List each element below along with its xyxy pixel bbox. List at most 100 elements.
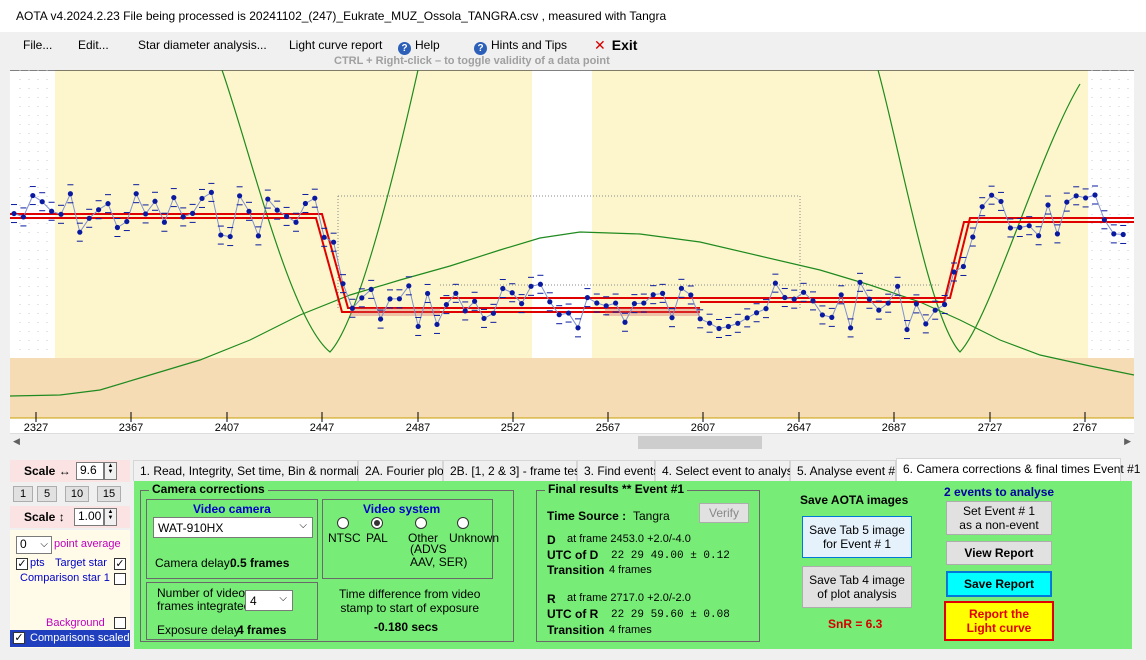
d-frame: at frame 2453.0 +2.0/-4.0 xyxy=(567,533,691,545)
data-point xyxy=(725,323,732,330)
data-points xyxy=(11,182,1127,340)
scale-h-stepper[interactable]: ▲ ▼ xyxy=(104,462,117,480)
scroll-thumb[interactable] xyxy=(638,436,762,449)
unknown-radio[interactable] xyxy=(457,517,469,529)
background-checkbox[interactable] xyxy=(114,617,126,629)
data-point xyxy=(631,301,638,307)
camera-model-select[interactable]: WAT-910HX ⌵ xyxy=(153,517,313,538)
data-point xyxy=(1036,233,1042,239)
camera-delay-value: 0.5 frames xyxy=(230,556,290,570)
scale-v-stepper[interactable]: ▲ ▼ xyxy=(104,508,117,526)
other-radio[interactable] xyxy=(415,517,427,529)
video-camera-title: Video camera xyxy=(193,502,271,516)
data-point xyxy=(396,296,402,302)
menu-exit-label: Exit xyxy=(611,37,638,53)
menu-file[interactable]: File... xyxy=(23,38,53,52)
tab-frame-test[interactable]: 2B. [1, 2 & 3] - frame test xyxy=(443,460,583,481)
menu-exit[interactable]: ✕ Exit xyxy=(594,37,637,54)
tab-read-integrity[interactable]: 1. Read, Integrity, Set time, Bin & norm… xyxy=(133,460,372,481)
scroll-right-icon[interactable]: ▶ xyxy=(1124,436,1131,446)
pal-label: PAL xyxy=(366,531,388,545)
menu-light-curve-report[interactable]: Light curve report xyxy=(289,38,383,52)
menu-bar: File... Edit... Star diameter analysis..… xyxy=(0,32,1146,70)
data-point xyxy=(340,281,346,287)
x-tick-label: 2647 xyxy=(787,422,811,434)
data-point xyxy=(923,321,929,327)
data-point xyxy=(885,300,891,306)
data-point xyxy=(20,214,26,220)
pts-checkbox[interactable]: ✓ xyxy=(16,558,28,570)
data-point xyxy=(321,234,327,240)
menu-hints-label: Hints and Tips xyxy=(491,38,568,52)
other-label: Other xyxy=(408,531,439,545)
tab-analyse-event[interactable]: 5. Analyse event #1 xyxy=(790,460,902,481)
plot-scrollbar[interactable]: ◀ ▶ xyxy=(10,433,1134,450)
frames-integrated-select[interactable]: 4 ⌵ xyxy=(245,590,293,611)
x-tick-label: 2367 xyxy=(119,422,143,434)
save-tab4-image-button[interactable]: Save Tab 4 image of plot analysis xyxy=(802,566,912,608)
left-control-panel: Scale ↔ 9.6 ▲ ▼ 1 5 10 15 Scale ↕ 1.00 ▲ ▼… xyxy=(8,458,130,650)
scale-1-button[interactable]: 1 xyxy=(13,486,33,502)
time-source-label: Time Source : xyxy=(547,509,627,523)
verify-button[interactable]: Verify xyxy=(699,503,749,523)
utc-r-label: UTC of R xyxy=(547,607,599,621)
data-point xyxy=(39,199,45,205)
data-point xyxy=(274,207,280,213)
scale-10-button[interactable]: 10 xyxy=(65,486,89,502)
menu-edit[interactable]: Edit... xyxy=(78,38,109,52)
menu-help[interactable]: ? Help xyxy=(398,38,440,55)
point-average-select[interactable]: 0 ⌵ xyxy=(16,536,52,554)
save-tab5-image-button[interactable]: Save Tab 5 image for Event # 1 xyxy=(802,516,912,558)
data-point xyxy=(208,189,214,196)
data-point xyxy=(1092,192,1098,198)
data-point xyxy=(349,305,355,311)
data-point xyxy=(838,292,844,298)
data-point xyxy=(622,319,628,325)
data-point xyxy=(744,315,750,321)
tab-fourier-plot[interactable]: 2A. Fourier plot xyxy=(358,460,447,481)
ntsc-radio[interactable] xyxy=(337,517,349,529)
data-point xyxy=(519,301,525,307)
scroll-left-icon[interactable]: ◀ xyxy=(13,436,20,446)
data-point xyxy=(1017,224,1023,231)
save-report-button[interactable]: Save Report xyxy=(946,571,1052,597)
video-system-title: Video system xyxy=(363,502,441,516)
x-tick-label: 2687 xyxy=(882,422,906,434)
report-light-curve-button[interactable]: Report the Light curve xyxy=(944,601,1054,641)
scale-15-button[interactable]: 15 xyxy=(97,486,121,502)
light-curve-plot[interactable]: 2327 2367 2407 2447 2487 2527 2567 2607 2647 2687… xyxy=(0,70,1146,434)
data-point xyxy=(697,316,703,322)
tab-find-events[interactable]: 3. Find events xyxy=(577,460,659,481)
target-star-checkbox[interactable]: ✓ xyxy=(114,558,126,570)
data-point xyxy=(791,296,797,302)
data-point xyxy=(575,325,581,331)
comparisons-scaled-checkbox[interactable]: ✓ xyxy=(13,632,25,644)
data-point xyxy=(246,208,252,214)
view-report-button[interactable]: View Report xyxy=(946,541,1052,565)
tab-camera-corrections[interactable]: 6. Camera corrections & final times Even… xyxy=(896,458,1140,481)
video-camera-group: Video camera WAT-910HX ⌵ Camera delay: 0.… xyxy=(146,499,318,579)
data-point xyxy=(716,325,722,332)
data-point xyxy=(387,296,393,302)
menu-star-diameter[interactable]: Star diameter analysis... xyxy=(138,38,267,52)
data-point xyxy=(30,192,36,199)
x-axis: 2327 2367 2407 2447 2487 2527 2567 2607 2647 2687… xyxy=(24,412,1097,434)
scale-5-button[interactable]: 5 xyxy=(37,486,57,502)
data-point xyxy=(810,298,816,304)
set-non-event-button[interactable]: Set Event # 1 as a non-event xyxy=(946,501,1052,535)
data-point xyxy=(49,208,55,214)
tab-select-event[interactable]: 4. Select event to analyse xyxy=(655,460,799,481)
data-point xyxy=(594,300,600,306)
scale-h-input[interactable]: 9.6 xyxy=(76,462,104,480)
scale-v-input[interactable]: 1.00 xyxy=(74,508,104,526)
menu-hints[interactable]: ? Hints and Tips xyxy=(474,38,567,55)
data-point xyxy=(453,290,459,296)
x-tick-label: 2567 xyxy=(596,422,620,434)
pal-radio[interactable] xyxy=(371,517,383,529)
model-line-r-inner xyxy=(700,221,1134,303)
comparison-star-checkbox[interactable] xyxy=(114,573,126,585)
data-point xyxy=(537,281,544,287)
point-average-value: 0 xyxy=(20,537,27,551)
data-point xyxy=(415,323,421,330)
data-point xyxy=(434,321,440,328)
